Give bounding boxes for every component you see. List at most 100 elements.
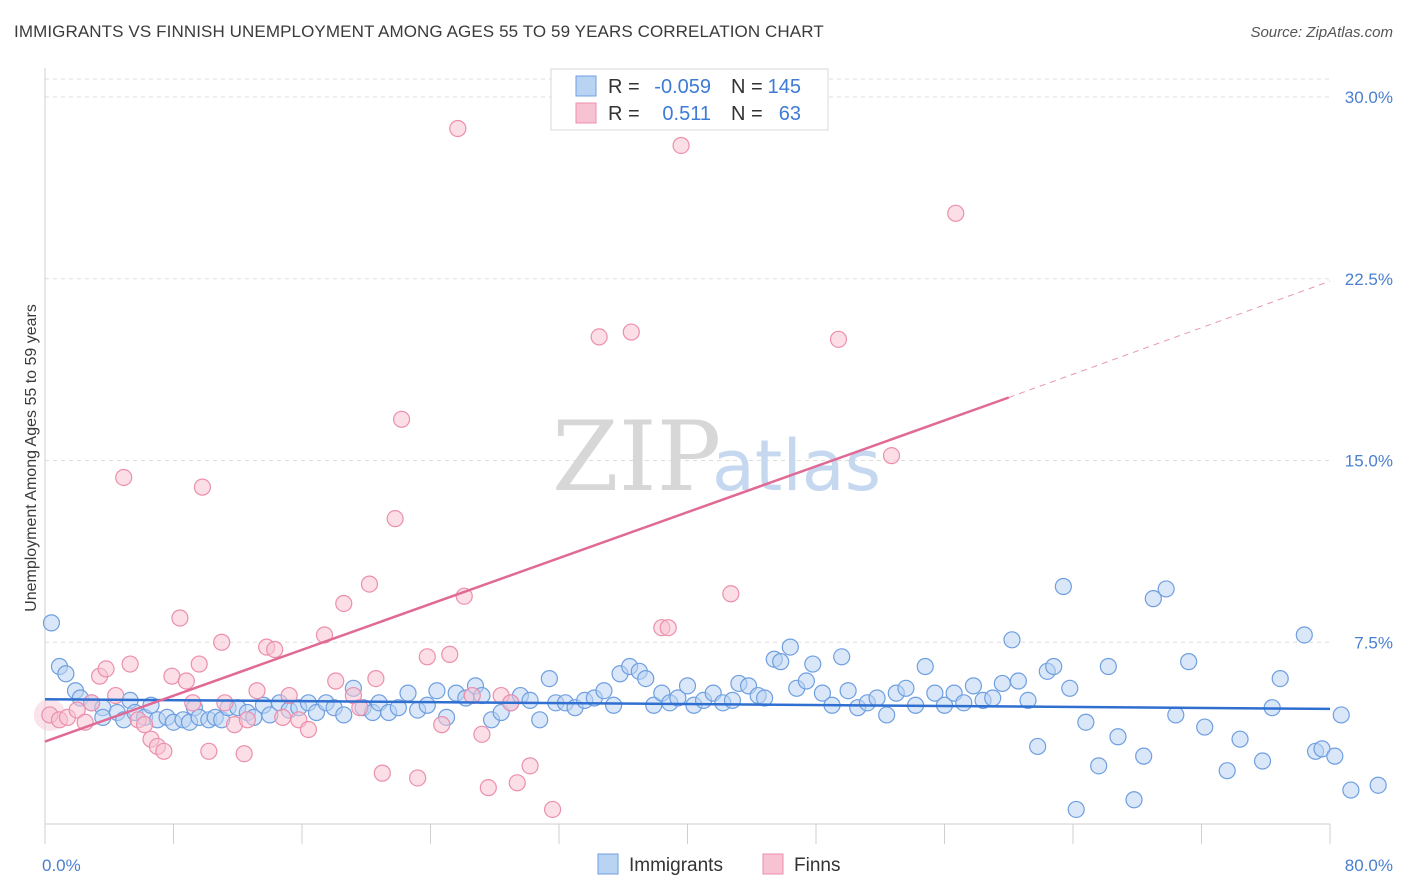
finns-point-43 [386, 510, 404, 528]
immigrants-point-59 [540, 669, 558, 688]
legend-r-value-finns: 0.511 [662, 103, 711, 125]
trend-lines [44, 280, 1331, 743]
immigrants-point-109 [984, 689, 1002, 707]
finns-point-28 [248, 682, 266, 700]
immigrants-point-124 [1125, 791, 1143, 809]
finns-point-5 [82, 694, 101, 712]
immigrants-point-117 [1054, 577, 1072, 596]
immigrants-point-113 [1019, 691, 1037, 710]
x-tick-label-max: 80.0% [1345, 856, 1393, 875]
immigrants-point-136 [1295, 626, 1313, 644]
finns-point-44 [392, 410, 411, 428]
immigrants-point-47 [428, 682, 446, 700]
y-tick-label-3: 30.0% [1345, 88, 1393, 107]
finns-point-19 [184, 694, 202, 712]
finns-point-42 [373, 764, 391, 782]
finns-point-18 [177, 672, 195, 690]
finns-point-63 [672, 136, 690, 155]
finns-point-48 [441, 645, 459, 663]
finns-point-40 [360, 575, 379, 593]
finns-point-32 [280, 686, 298, 705]
finns-point-41 [367, 669, 385, 688]
legend-swatch-finns [575, 102, 597, 124]
finns-point-64 [722, 585, 740, 603]
finns-point-34 [299, 720, 318, 739]
finns-point-66 [882, 447, 901, 465]
immigrants-point-114 [1029, 737, 1047, 756]
y-tick-label-0: 7.5% [1354, 633, 1393, 652]
finns-point-67 [947, 204, 965, 222]
immigrants-point-111 [1003, 631, 1021, 649]
finns-point-31 [274, 708, 292, 726]
finns-point-23 [213, 633, 231, 651]
finns-point-58 [543, 800, 562, 819]
immigrants-point-132 [1231, 730, 1249, 748]
immigrants-point-93 [833, 648, 851, 666]
bottom-legend-immigrants: Immigrants [629, 855, 723, 876]
finns-trend-extension [1008, 280, 1331, 398]
finns-point-26 [235, 745, 253, 763]
legend-r-value-immigrants: -0.059 [654, 76, 711, 98]
y-axis-label: Unemployment Among Ages 55 to 59 years [23, 304, 40, 612]
immigrants-point-107 [964, 677, 983, 695]
finns-point-9 [115, 468, 133, 487]
immigrants-point-133 [1253, 752, 1272, 770]
legend-n-value-finns: 63 [779, 103, 801, 125]
finns-point-36 [327, 672, 345, 690]
grid-lines [45, 78, 1330, 643]
immigrants-point-37 [335, 706, 353, 724]
immigrants-point-66 [605, 696, 623, 714]
immigrants-point-135 [1271, 669, 1289, 688]
y-tick-label-1: 15.0% [1345, 452, 1393, 471]
immigrants-point-46 [418, 696, 436, 714]
finns-point-3 [68, 701, 86, 719]
immigrants-point-140 [1332, 706, 1350, 724]
immigrants-point-110 [993, 674, 1011, 693]
finns-point-8 [107, 686, 125, 705]
finns-point-49 [449, 119, 467, 138]
immigrants-point-127 [1157, 580, 1175, 598]
immigrants-point-129 [1180, 653, 1198, 671]
immigrants-point-122 [1099, 657, 1117, 676]
immigrants-point-94 [839, 682, 857, 700]
finns-point-62 [659, 619, 677, 637]
immigrants-point-118 [1061, 679, 1079, 697]
immigrants-point-112 [1009, 672, 1027, 690]
legend-n-label-immigrants: N = [731, 76, 763, 98]
finns-point-10 [121, 655, 139, 673]
immigrants-point-131 [1218, 762, 1236, 780]
legend-n-value-immigrants: 145 [768, 76, 801, 98]
immigrants-point-57 [521, 691, 539, 710]
immigrants-point-91 [813, 684, 832, 702]
immigrants-point-106 [955, 694, 973, 712]
bottom-legend-finns: Finns [794, 855, 840, 876]
finns-point-17 [171, 609, 189, 627]
finns-point-20 [190, 655, 208, 673]
x-tick-label-min: 0.0% [42, 856, 81, 875]
immigrants-point-116 [1045, 657, 1063, 676]
immigrants-point-123 [1109, 728, 1127, 746]
finns-point-7 [97, 660, 115, 678]
immigrants-point-142 [1369, 776, 1387, 794]
finns-point-60 [622, 323, 640, 341]
immigrants-point-43 [389, 699, 407, 717]
watermark: ZIP atlas [552, 401, 881, 513]
series-immigrants [42, 577, 1387, 819]
finns-point-37 [335, 594, 353, 613]
immigrants-point-138 [1313, 740, 1331, 758]
immigrants-point-120 [1077, 713, 1095, 731]
immigrants-point-0 [42, 614, 61, 632]
tick-labels: 7.5% 15.0% 22.5% 30.0% 0.0% 80.0% [42, 88, 1393, 875]
series-legend: Immigrants Finns [597, 853, 840, 876]
immigrants-point-128 [1167, 706, 1185, 724]
finns-point-16 [163, 667, 181, 685]
finns-point-53 [479, 779, 497, 797]
immigrants-point-65 [595, 682, 613, 700]
source-label: Source: ZipAtlas.com [1250, 24, 1393, 41]
immigrants-point-86 [772, 653, 790, 671]
finns-point-45 [409, 769, 427, 787]
finns-point-46 [418, 648, 436, 666]
immigrants-point-119 [1067, 800, 1085, 819]
finns-point-56 [508, 774, 526, 792]
